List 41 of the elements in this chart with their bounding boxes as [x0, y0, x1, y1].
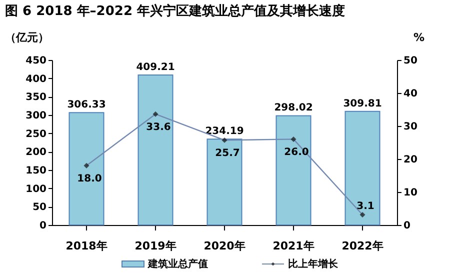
x-tick-label: 2021年 — [272, 240, 314, 252]
bar — [344, 110, 380, 226]
x-tick-label: 2019年 — [134, 240, 176, 252]
data-label: 18.0 — [77, 174, 102, 185]
data-label: 309.81 — [343, 98, 382, 110]
y2-tick-label: 50 — [404, 56, 418, 66]
legend-label: 建筑业总产值 — [147, 258, 208, 270]
y-tick-label: 150 — [26, 166, 47, 176]
x-tick-label: 2020年 — [204, 240, 246, 252]
y-tick-label: 100 — [26, 184, 47, 195]
y2-tick-label: 20 — [404, 154, 418, 166]
data-label: 3.1 — [356, 200, 374, 212]
data-label: 234.19 — [205, 126, 244, 138]
y-tick-label: 300 — [26, 110, 47, 122]
y2-tick-label: 10 — [404, 188, 418, 198]
y-tick-label: 50 — [32, 202, 47, 214]
y-tick-label: 400 — [26, 74, 47, 85]
y-tick-label: 0 — [40, 220, 47, 232]
data-label: 306.33 — [67, 100, 106, 111]
legend-label: 比上年增长 — [288, 258, 339, 270]
y2-axis-title: % — [413, 31, 425, 44]
data-label: 33.6 — [146, 122, 171, 134]
y2-tick-label: 0 — [404, 220, 410, 232]
data-label: 409.21 — [136, 62, 175, 73]
y-tick-label: 350 — [26, 92, 47, 104]
data-label: 25.7 — [215, 148, 240, 160]
bar — [68, 112, 104, 226]
y-tick-label: 450 — [26, 56, 47, 66]
y-tick-label: 200 — [26, 147, 47, 158]
bar — [138, 74, 174, 226]
data-label: 26.0 — [284, 147, 309, 158]
bar — [276, 115, 312, 226]
y-tick-label: 250 — [26, 128, 47, 140]
data-label: 298.02 — [274, 102, 313, 114]
chart-title: 图 6 2018 年–2022 年兴宁区建筑业总产值及其增长速度 — [5, 3, 346, 19]
y-axis-title: （亿元） — [5, 31, 49, 44]
x-tick-label: 2018年 — [66, 240, 108, 252]
y2-tick-label: 30 — [404, 122, 418, 132]
y2-tick-label: 40 — [404, 88, 418, 100]
bar — [206, 138, 242, 226]
x-tick-label: 2022年 — [342, 240, 384, 252]
